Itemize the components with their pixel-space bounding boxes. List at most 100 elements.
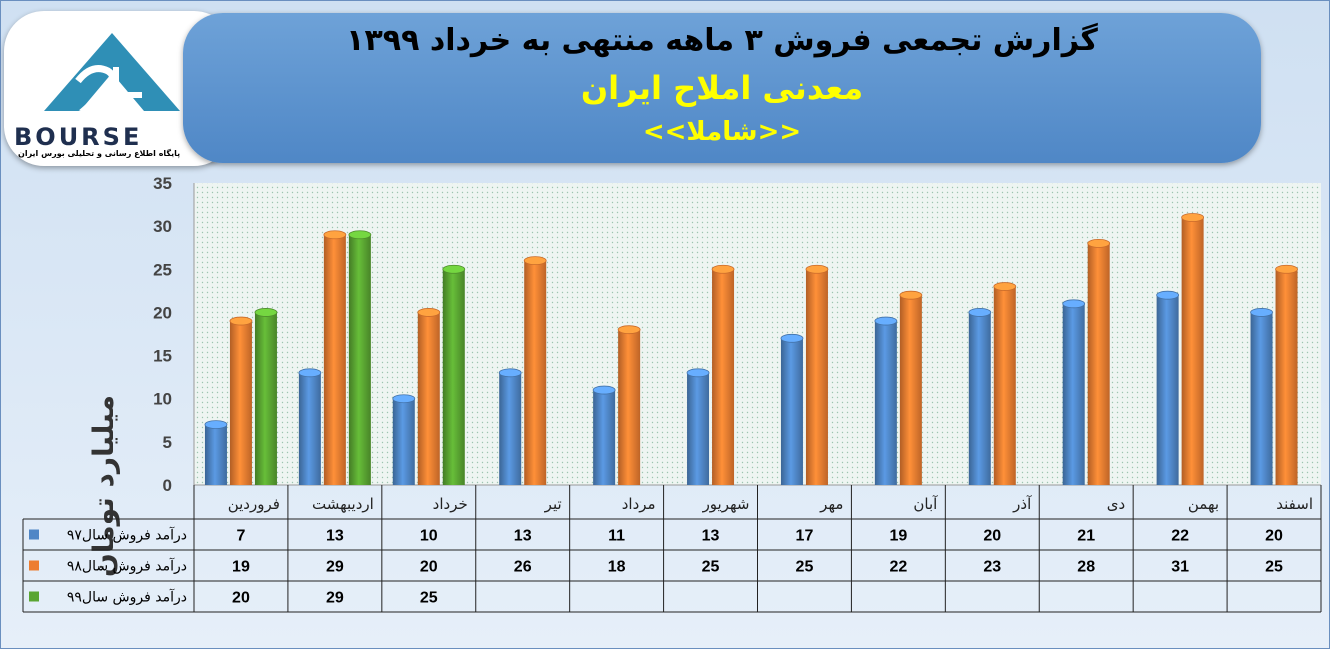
category-label: اسفند xyxy=(1276,495,1313,513)
bar-cap-series2-1 xyxy=(229,316,253,326)
table-cell-series2: 28 xyxy=(1077,559,1095,576)
y-tick-label: 15 xyxy=(153,347,172,366)
bar-cap-series1-10 xyxy=(1062,299,1086,309)
logo-word: BOURSE xyxy=(14,123,143,151)
category-label: اردیبهشت xyxy=(312,495,374,513)
category-label: مرداد xyxy=(622,495,656,513)
table-cell-series1: 13 xyxy=(514,528,532,545)
bar-cap-series2-11 xyxy=(1181,213,1205,222)
logo-mark-icon xyxy=(44,33,180,111)
bar-series3-3 xyxy=(442,269,465,485)
legend-label-series1: درآمد فروش سال۹۷ xyxy=(67,527,187,544)
bar-series2-4 xyxy=(524,260,547,485)
bar-cap-series2-2 xyxy=(323,230,347,240)
bar-series1-1 xyxy=(204,424,227,485)
bar-series1-12 xyxy=(1250,312,1273,485)
bar-cap-series1-11 xyxy=(1156,290,1180,300)
table-cell-series3: 20 xyxy=(232,590,250,607)
legend-label-series3: درآمد فروش سال۹۹ xyxy=(67,589,187,606)
y-tick-label: 20 xyxy=(153,303,172,322)
bar-series2-12 xyxy=(1275,269,1298,485)
bar-cap-series3-3 xyxy=(442,264,466,274)
y-tick-label: 10 xyxy=(153,390,172,409)
y-tick-label: 5 xyxy=(163,433,172,452)
table-cell-series2: 29 xyxy=(326,559,344,576)
table-cell-series1: 13 xyxy=(702,528,720,545)
table-cell-series1: 7 xyxy=(237,528,246,545)
bar-series1-8 xyxy=(874,321,897,485)
logo-tagline: پایگاه اطلاع رسانی و تحلیلی بورس ایران xyxy=(18,149,181,158)
bar-cap-series1-7 xyxy=(780,333,804,343)
category-label: شهریور xyxy=(702,495,750,513)
table-cell-series2: 19 xyxy=(232,559,250,576)
table-cell-series2: 26 xyxy=(514,559,532,576)
bar-series2-3 xyxy=(417,312,440,485)
category-label: بهمن xyxy=(1188,495,1219,513)
bar-series2-9 xyxy=(993,286,1016,485)
table-cell-series1: 10 xyxy=(420,528,438,545)
bar-series2-10 xyxy=(1087,243,1110,485)
bar-cap-series2-8 xyxy=(899,290,923,300)
bar-series1-2 xyxy=(298,372,321,485)
header-banner: گزارش تجمعی فروش ۳ ماهه منتهی به خرداد ۱… xyxy=(183,13,1261,163)
table-cell-series1: 22 xyxy=(1171,528,1189,545)
bar-cap-series3-2 xyxy=(348,230,372,240)
legend-key-series1 xyxy=(29,529,39,540)
bar-cap-series2-4 xyxy=(523,256,547,266)
bar-series1-7 xyxy=(780,338,803,485)
ticker-symbol: <<شاملا>> xyxy=(642,117,802,147)
bar-cap-series2-6 xyxy=(711,264,735,274)
table-cell-series1: 11 xyxy=(608,528,625,545)
bar-series2-6 xyxy=(712,269,735,485)
bar-series1-11 xyxy=(1156,295,1179,485)
company-name: معدنی املاح ایران xyxy=(580,69,864,107)
y-tick-label: 0 xyxy=(163,476,172,495)
bar-cap-series2-12 xyxy=(1275,264,1298,274)
bar-series1-9 xyxy=(968,312,991,485)
table-cell-series3: 25 xyxy=(420,590,438,607)
bar-cap-series2-3 xyxy=(417,308,441,317)
table-cell-series2: 31 xyxy=(1171,559,1189,576)
table-cell-series1: 20 xyxy=(983,528,1001,545)
table-cell-series3: 29 xyxy=(326,590,344,607)
table-cell-series2: 22 xyxy=(889,559,907,576)
table-cell-series1: 13 xyxy=(326,528,344,545)
revenue-bar-chart: 0 5 10 15 20 25 30 35 میلیارد تومان فروردین اردی… xyxy=(22,174,1322,613)
y-axis-label: میلیارد تومان xyxy=(87,395,120,577)
y-tick-label: 35 xyxy=(153,174,172,193)
table-cell-series1: 19 xyxy=(889,528,907,545)
bar-series3-1 xyxy=(254,312,277,485)
table-cell-series2: 25 xyxy=(702,559,720,576)
chart-title: گزارش تجمعی فروش ۳ ماهه منتهی به خرداد ۱… xyxy=(346,23,1098,58)
bar-cap-series1-6 xyxy=(686,368,710,378)
bar-cap-series2-5 xyxy=(617,325,641,335)
bar-series3-2 xyxy=(348,234,371,485)
bar-cap-series1-12 xyxy=(1250,308,1273,317)
bar-cap-series1-5 xyxy=(592,385,616,395)
bar-series2-5 xyxy=(618,329,641,485)
table-cell-series2: 23 xyxy=(983,559,1001,576)
legend-label-series2: درآمد فروش سال۹۸ xyxy=(67,558,187,575)
bar-cap-series2-10 xyxy=(1087,239,1111,248)
category-label: آبان xyxy=(913,495,938,513)
bar-cap-series3-1 xyxy=(254,308,278,317)
table-cell-series2: 25 xyxy=(1265,559,1283,576)
bar-cap-series2-7 xyxy=(805,264,829,274)
bar-cap-series1-1 xyxy=(204,420,228,430)
bar-series1-3 xyxy=(392,398,415,485)
bar-cap-series1-2 xyxy=(298,368,322,378)
table-cell-series2: 18 xyxy=(608,559,626,576)
bar-series1-4 xyxy=(499,372,522,485)
bar-cap-series1-8 xyxy=(874,316,898,326)
bar-cap-series1-9 xyxy=(968,308,992,317)
y-tick-label: 30 xyxy=(153,217,172,236)
plot-area xyxy=(194,183,1321,485)
table-cell-series1: 21 xyxy=(1077,528,1095,545)
legend-key-series2 xyxy=(29,560,39,571)
bar-series1-5 xyxy=(593,390,616,485)
bar-series2-11 xyxy=(1181,217,1204,485)
category-label: مهر xyxy=(819,495,843,513)
bar-cap-series1-4 xyxy=(498,368,522,378)
bar-series1-10 xyxy=(1062,303,1085,485)
